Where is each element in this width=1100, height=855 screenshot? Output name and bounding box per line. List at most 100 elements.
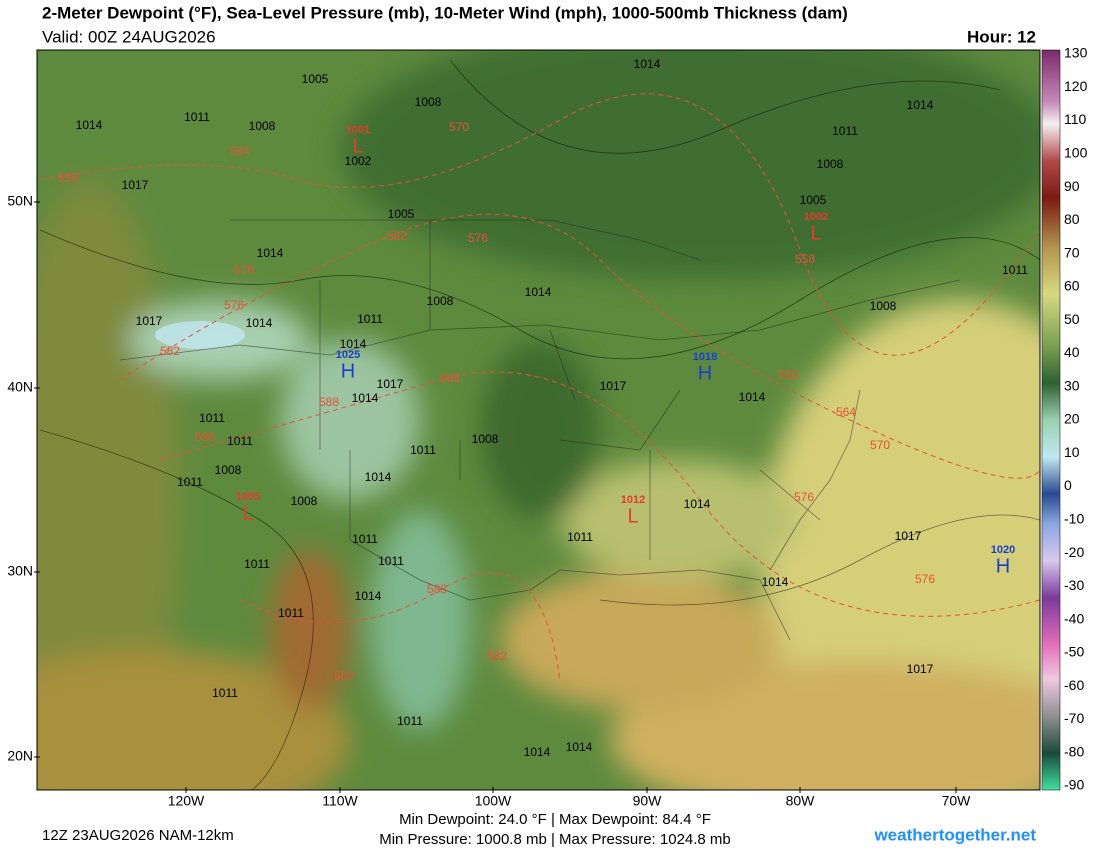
title: 2-Meter Dewpoint (°F), Sea-Level Pressur… bbox=[42, 3, 848, 22]
valid-time: Valid: 00Z 24AUG2026 bbox=[42, 27, 216, 46]
dewpoint-range: Min Dewpoint: 24.0 °F | Max Dewpoint: 84… bbox=[399, 811, 711, 828]
high-pressure-value: 1025 bbox=[336, 349, 360, 361]
forecast-hour: Hour: 12 bbox=[967, 27, 1036, 46]
colorbar-tick-label: 60 bbox=[1064, 278, 1080, 294]
thickness-label: 588 bbox=[440, 371, 460, 385]
thickness-label: 582 bbox=[387, 229, 407, 243]
isobar-label: 1011 bbox=[410, 443, 436, 457]
colorbar-tick-label: 90 bbox=[1064, 178, 1080, 194]
isobar-label: 1005 bbox=[302, 72, 329, 86]
low-pressure-value: 1005 bbox=[236, 491, 260, 503]
isobar-label: 1008 bbox=[415, 95, 442, 109]
colorbar-tick-label: 70 bbox=[1064, 244, 1080, 260]
low-pressure-symbol: L bbox=[627, 505, 638, 527]
colorbar-tick-label: 0 bbox=[1064, 477, 1072, 493]
colorbar-tick-label: 30 bbox=[1064, 377, 1080, 393]
low-pressure-symbol: L bbox=[352, 135, 363, 157]
isobar-label: 1014 bbox=[524, 745, 551, 759]
isobar-label: 1011 bbox=[1002, 263, 1028, 277]
thickness-label: 588 bbox=[319, 395, 339, 409]
isobar-label: 1017 bbox=[895, 529, 922, 543]
colorbar-tick-label: 80 bbox=[1064, 211, 1080, 227]
lon-label: 70W bbox=[942, 793, 972, 809]
low-pressure-value: 1002 bbox=[804, 211, 828, 223]
isobar-label: 1014 bbox=[684, 497, 711, 511]
isobar-label: 1014 bbox=[525, 285, 552, 299]
isobar-label: 1011 bbox=[352, 532, 378, 546]
low-pressure-symbol: L bbox=[242, 502, 253, 524]
colorbar-tick-label: -10 bbox=[1064, 511, 1084, 527]
lat-label: 40N bbox=[7, 379, 33, 395]
isobar-label: 1011 bbox=[184, 110, 210, 124]
isobar-label: 1014 bbox=[355, 589, 382, 603]
isobar-label: 1008 bbox=[215, 463, 242, 477]
lon-label: 120W bbox=[168, 793, 205, 809]
low-pressure-symbol: L bbox=[810, 222, 821, 244]
low-pressure-value: 1001 bbox=[346, 124, 370, 136]
isobar-label: 1014 bbox=[739, 390, 766, 404]
map-frame bbox=[36, 49, 1041, 791]
lat-label: 50N bbox=[7, 193, 33, 209]
lat-label: 30N bbox=[7, 563, 33, 579]
high-pressure-value: 1018 bbox=[693, 351, 717, 363]
isobar-label: 1014 bbox=[634, 57, 661, 71]
colorbar-tick-label: 20 bbox=[1064, 411, 1080, 427]
isobar-label: 1011 bbox=[832, 124, 858, 138]
lon-label: 90W bbox=[633, 793, 663, 809]
colorbar-tick-label: 40 bbox=[1064, 344, 1080, 360]
colorbar-tick-label: -40 bbox=[1064, 610, 1084, 626]
thickness-label: 570 bbox=[870, 438, 890, 452]
thickness-label: 582 bbox=[160, 344, 180, 358]
colorbar-tick-label: -70 bbox=[1064, 710, 1084, 726]
high-pressure-symbol: H bbox=[698, 362, 712, 384]
thickness-label: 564 bbox=[230, 144, 250, 158]
thickness-label: 582 bbox=[334, 669, 354, 683]
colorbar-tick-label: -90 bbox=[1064, 777, 1084, 793]
high-pressure-symbol: H bbox=[341, 360, 355, 382]
colorbar-tick-label: -20 bbox=[1064, 544, 1084, 560]
isobar-label: 1014 bbox=[907, 98, 934, 112]
isobar-label: 1014 bbox=[246, 316, 273, 330]
isobar-label: 1014 bbox=[566, 740, 593, 754]
isobar-label: 1014 bbox=[76, 118, 103, 132]
lon-label: 100W bbox=[475, 793, 512, 809]
isobar-label: 1011 bbox=[177, 475, 203, 489]
isobar-label: 1014 bbox=[365, 470, 392, 484]
isobar-label: 1011 bbox=[378, 554, 404, 568]
isobar-label: 1017 bbox=[122, 178, 149, 192]
thickness-label: 570 bbox=[449, 120, 469, 134]
isobar-label: 1011 bbox=[567, 530, 593, 544]
thickness-label: 576 bbox=[468, 231, 488, 245]
colorbar-tick-label: -80 bbox=[1064, 743, 1084, 759]
thickness-label: 582 bbox=[487, 649, 507, 663]
thickness-label: 564 bbox=[836, 405, 856, 419]
high-pressure-symbol: H bbox=[996, 555, 1010, 577]
isobar-label: 1008 bbox=[291, 494, 318, 508]
lon-label: 110W bbox=[322, 793, 358, 809]
isobar-label: 1008 bbox=[870, 299, 897, 313]
isobar-label: 1011 bbox=[199, 411, 225, 425]
thickness-label: 588 bbox=[195, 430, 215, 444]
colorbar-tick-label: 130 bbox=[1064, 45, 1088, 61]
model-run: 12Z 23AUG2026 NAM-12km bbox=[42, 827, 234, 844]
isobar-label: 1011 bbox=[244, 557, 270, 571]
isobar-label: 1017 bbox=[377, 377, 404, 391]
lon-label: 80W bbox=[786, 793, 816, 809]
isobar-label: 1014 bbox=[257, 246, 284, 260]
thickness-label: 558 bbox=[58, 171, 78, 185]
isobar-label: 1008 bbox=[472, 432, 499, 446]
colorbar-tick-label: 110 bbox=[1064, 111, 1087, 127]
isobar-label: 1014 bbox=[762, 575, 789, 589]
colorbar-tick-label: 120 bbox=[1064, 78, 1088, 94]
colorbar-tick-label: 100 bbox=[1064, 145, 1088, 161]
isobar-label: 1017 bbox=[600, 379, 627, 393]
isobar-label: 1017 bbox=[136, 314, 163, 328]
lat-label: 20N bbox=[7, 748, 33, 764]
isobar-label: 1011 bbox=[397, 714, 423, 728]
high-pressure-value: 1020 bbox=[991, 544, 1015, 556]
thickness-label: 576 bbox=[794, 490, 814, 504]
isobar-label: 1002 bbox=[345, 154, 372, 168]
colorbar-tick-label: -30 bbox=[1064, 577, 1084, 593]
isobar-label: 1011 bbox=[227, 434, 253, 448]
